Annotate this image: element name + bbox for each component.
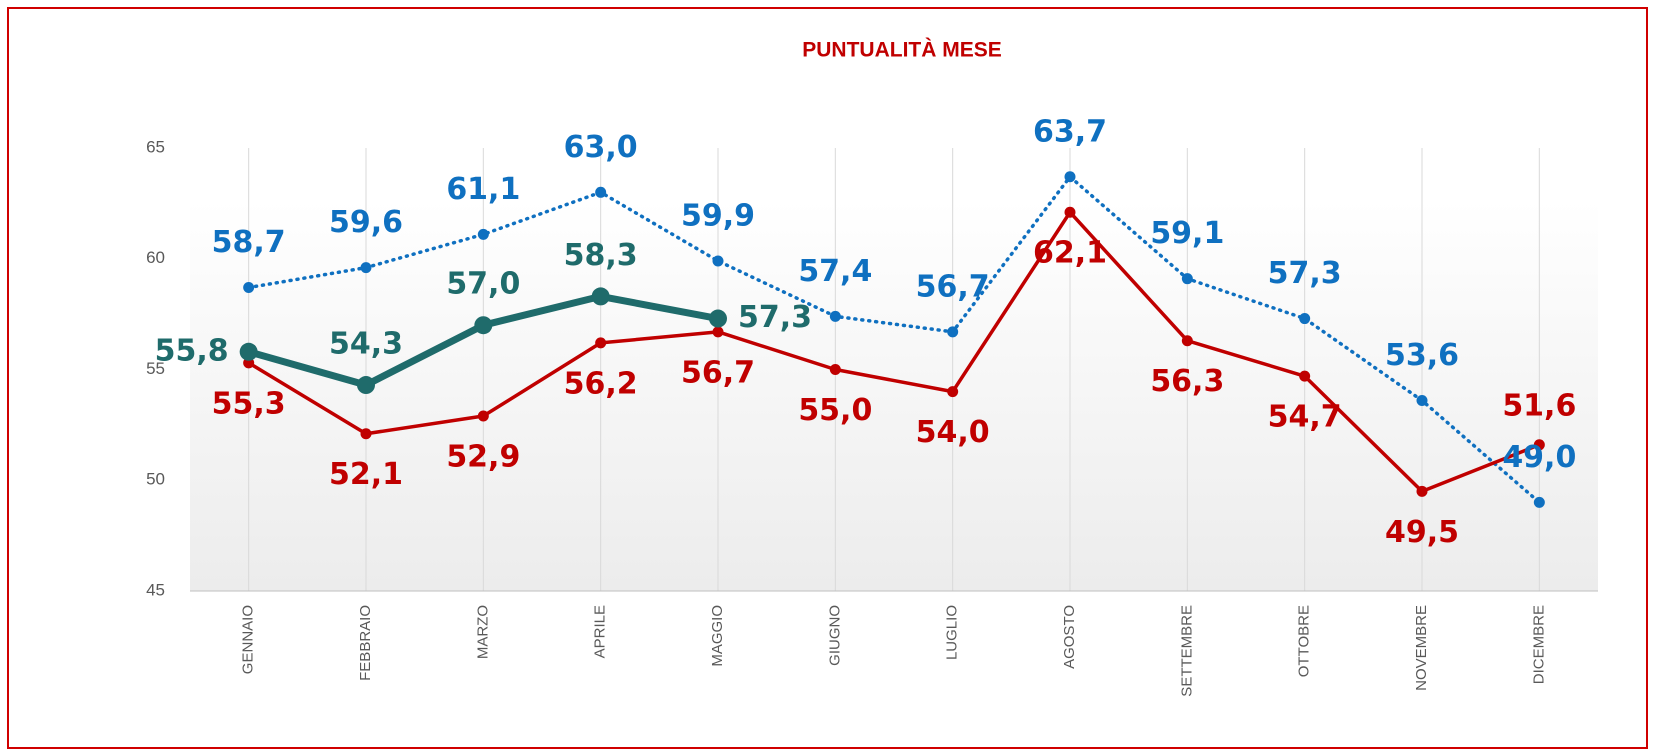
series-point xyxy=(1416,395,1428,407)
data-label: 53,6 xyxy=(1385,338,1459,373)
series-point xyxy=(712,326,724,338)
data-label: 59,1 xyxy=(1150,216,1224,251)
series-point xyxy=(239,342,258,361)
series-point xyxy=(829,364,841,375)
series-point xyxy=(591,287,610,306)
series-point xyxy=(1064,206,1076,218)
x-tick-label: LUGLIO xyxy=(944,605,961,660)
x-tick-label: MARZO xyxy=(474,605,491,659)
x-tick-label: APRILE xyxy=(592,605,609,658)
data-label: 56,7 xyxy=(916,269,990,304)
series-point xyxy=(712,255,724,267)
x-tick-label: GIUGNO xyxy=(826,605,843,666)
series-point xyxy=(947,326,959,338)
data-label: 49,5 xyxy=(1385,515,1459,550)
y-tick-label: 55 xyxy=(146,359,165,378)
series-point xyxy=(1299,313,1311,325)
data-label: 49,0 xyxy=(1502,440,1576,475)
series-point xyxy=(1533,496,1545,508)
series-point xyxy=(360,262,372,274)
series-point xyxy=(360,428,372,440)
data-label: 57,3 xyxy=(1268,256,1342,291)
data-label: 58,3 xyxy=(564,238,638,273)
data-label: 55,8 xyxy=(155,333,229,368)
series-point xyxy=(1533,439,1545,451)
x-tick-label: AGOSTO xyxy=(1061,605,1078,669)
data-label: 57,0 xyxy=(446,267,520,302)
data-label: 51,6 xyxy=(1502,388,1576,423)
x-tick-label: GENNAIO xyxy=(240,605,257,674)
plot-background xyxy=(190,200,1598,591)
series-point xyxy=(709,309,727,328)
data-label: 57,3 xyxy=(738,300,812,335)
data-label: 56,7 xyxy=(681,355,755,390)
series-point xyxy=(474,316,493,335)
series-point xyxy=(1416,485,1428,497)
x-tick-label: DICEMBRE xyxy=(1530,605,1547,684)
series-point xyxy=(1181,273,1193,285)
y-tick-label: 50 xyxy=(146,470,165,489)
data-label: 56,2 xyxy=(564,366,638,401)
data-label: 54,7 xyxy=(1268,400,1342,435)
x-tick-label: SETTEMBRE xyxy=(1178,605,1195,697)
data-label: 54,3 xyxy=(329,327,403,362)
series-point xyxy=(477,410,489,422)
data-label: 61,1 xyxy=(446,172,520,207)
data-label: 55,3 xyxy=(212,386,286,421)
data-label: 59,6 xyxy=(329,205,403,240)
series-point xyxy=(595,337,607,349)
series-point xyxy=(829,310,841,322)
data-label: 59,9 xyxy=(681,198,755,233)
series-point xyxy=(1064,171,1076,183)
data-label: 57,4 xyxy=(798,254,872,289)
series-point xyxy=(357,376,375,395)
series-point xyxy=(595,186,607,198)
series-point xyxy=(477,228,489,240)
x-tick-label: NOVEMBRE xyxy=(1413,605,1430,691)
data-label: 56,3 xyxy=(1150,364,1224,399)
x-tick-label: MAGGIO xyxy=(709,605,726,667)
y-tick-label: 60 xyxy=(146,248,165,267)
data-label: 52,9 xyxy=(446,440,520,475)
data-label: 54,0 xyxy=(916,415,990,450)
y-tick-label: 45 xyxy=(146,580,165,599)
series-point xyxy=(243,282,255,294)
data-label: 63,0 xyxy=(564,130,638,165)
series-point xyxy=(1299,370,1311,382)
series-point xyxy=(1181,335,1193,347)
y-tick-label: 65 xyxy=(146,137,165,156)
data-label: 63,7 xyxy=(1033,114,1107,149)
x-tick-label: OTTOBRE xyxy=(1296,605,1313,677)
series-point xyxy=(947,386,959,398)
x-tick-label: FEBBRAIO xyxy=(357,605,374,681)
chart-title: PUNTUALITÀ MESE xyxy=(802,39,1002,62)
data-label: 62,1 xyxy=(1033,236,1107,271)
series-line xyxy=(246,175,1542,505)
data-label: 52,1 xyxy=(329,457,403,492)
data-label: 58,7 xyxy=(212,225,286,260)
data-label: 55,0 xyxy=(798,393,872,428)
series-line xyxy=(247,210,1540,494)
